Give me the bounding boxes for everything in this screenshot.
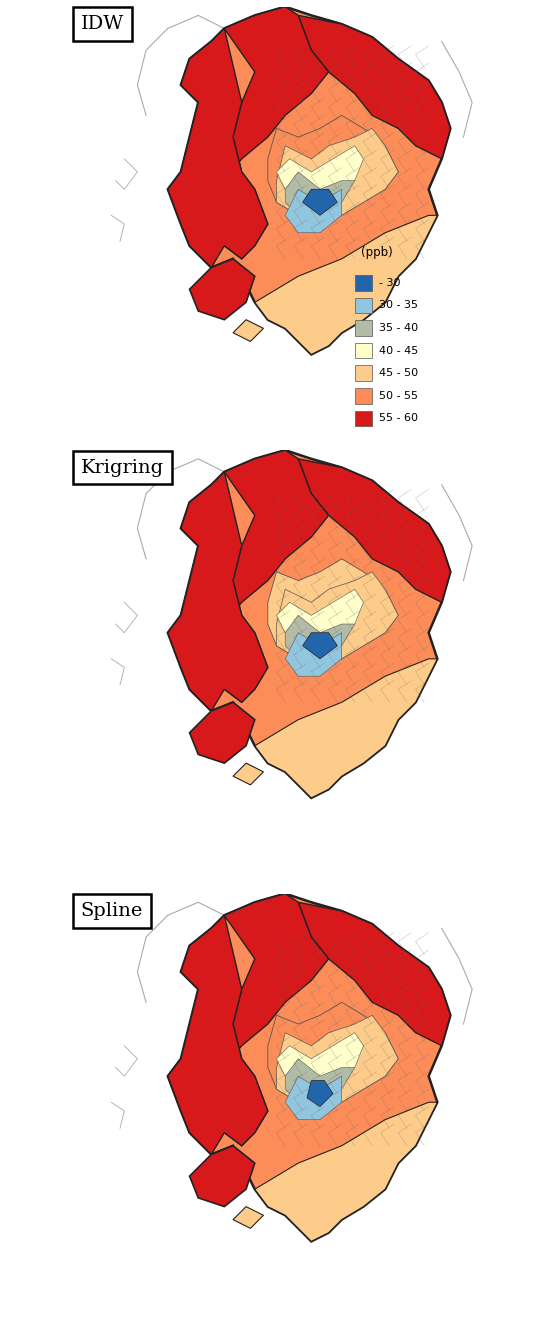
Polygon shape	[211, 450, 328, 702]
Polygon shape	[276, 1033, 363, 1089]
Polygon shape	[190, 1145, 255, 1207]
Polygon shape	[307, 1080, 333, 1107]
Polygon shape	[268, 559, 398, 668]
Polygon shape	[168, 450, 450, 798]
Polygon shape	[255, 658, 437, 798]
Polygon shape	[276, 571, 398, 668]
Text: 45 - 50: 45 - 50	[379, 368, 418, 378]
Polygon shape	[276, 1016, 398, 1111]
Polygon shape	[298, 16, 450, 159]
Polygon shape	[168, 471, 268, 712]
Polygon shape	[276, 146, 363, 203]
Polygon shape	[298, 902, 450, 1045]
Polygon shape	[285, 1076, 342, 1120]
Polygon shape	[168, 28, 268, 267]
Text: Spline: Spline	[81, 902, 143, 920]
FancyBboxPatch shape	[355, 320, 372, 336]
Polygon shape	[190, 702, 255, 764]
Polygon shape	[233, 319, 263, 342]
Polygon shape	[268, 1003, 398, 1111]
Text: 35 - 40: 35 - 40	[379, 323, 418, 332]
FancyBboxPatch shape	[355, 343, 372, 358]
FancyBboxPatch shape	[355, 275, 372, 291]
Polygon shape	[211, 893, 328, 1145]
Text: 55 - 60: 55 - 60	[379, 414, 418, 423]
Text: 30 - 35: 30 - 35	[379, 300, 418, 310]
Polygon shape	[168, 916, 268, 1155]
Text: 50 - 55: 50 - 55	[379, 391, 418, 400]
FancyBboxPatch shape	[355, 388, 372, 403]
Polygon shape	[285, 615, 355, 658]
Text: 40 - 45: 40 - 45	[379, 346, 418, 355]
Polygon shape	[190, 259, 255, 319]
Polygon shape	[233, 1207, 263, 1228]
Polygon shape	[211, 7, 328, 259]
Polygon shape	[255, 215, 437, 355]
Polygon shape	[268, 115, 398, 224]
Polygon shape	[298, 459, 450, 602]
FancyBboxPatch shape	[355, 298, 372, 314]
FancyBboxPatch shape	[355, 411, 372, 426]
Text: IDW: IDW	[81, 15, 124, 33]
Polygon shape	[302, 633, 337, 658]
Polygon shape	[285, 633, 342, 677]
Polygon shape	[233, 764, 263, 785]
Text: Krigring: Krigring	[81, 458, 164, 477]
Polygon shape	[285, 190, 342, 232]
Polygon shape	[285, 172, 355, 215]
Polygon shape	[168, 893, 450, 1242]
Polygon shape	[302, 190, 337, 215]
Polygon shape	[255, 1103, 437, 1242]
Polygon shape	[276, 128, 398, 224]
Text: - 30: - 30	[379, 278, 400, 288]
Text: (ppb): (ppb)	[361, 246, 393, 259]
Polygon shape	[168, 7, 450, 355]
FancyBboxPatch shape	[355, 366, 372, 380]
Polygon shape	[276, 589, 363, 646]
Polygon shape	[285, 1059, 355, 1103]
